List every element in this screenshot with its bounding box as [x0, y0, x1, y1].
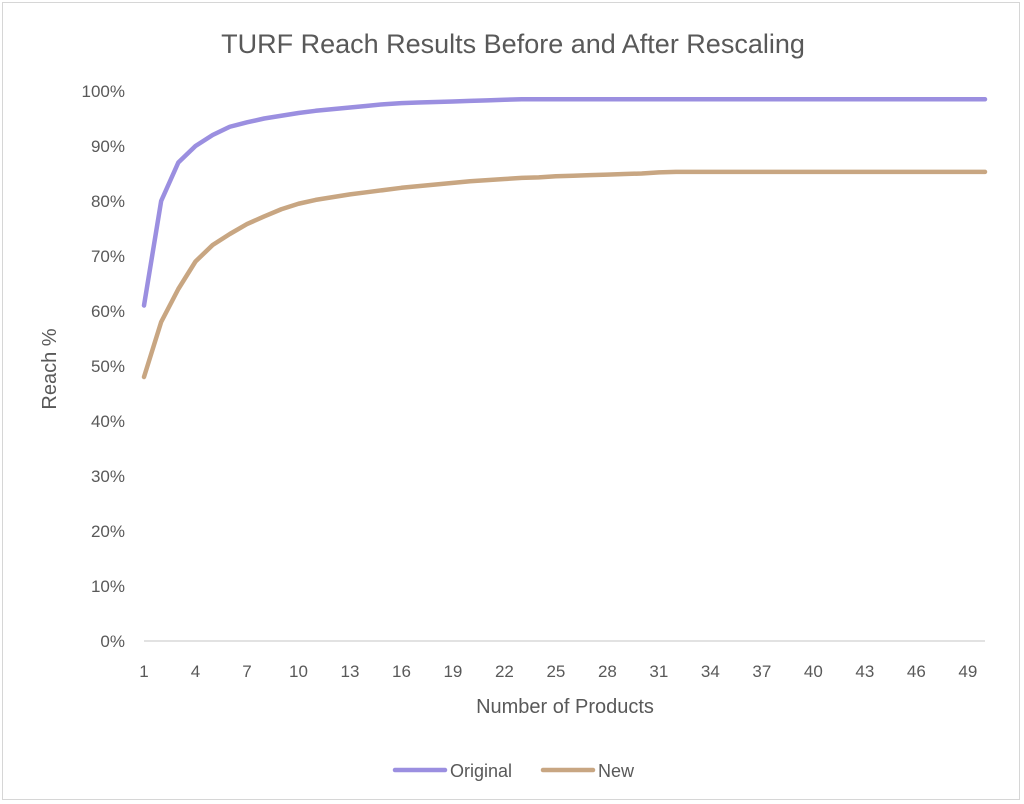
x-tick-label: 7	[242, 662, 251, 681]
series-line-original	[141, 97, 988, 308]
y-tick-label: 100%	[82, 82, 125, 101]
x-tick-label: 34	[701, 662, 720, 681]
y-tick-label: 40%	[91, 412, 125, 431]
y-tick-label: 10%	[91, 577, 125, 596]
y-tick-label: 30%	[91, 467, 125, 486]
x-tick-label: 25	[546, 662, 565, 681]
x-tick-label: 13	[340, 662, 359, 681]
legend-label-original: Original	[450, 761, 512, 781]
y-tick-label: 20%	[91, 522, 125, 541]
line-chart: TURF Reach Results Before and After Resc…	[39, 29, 988, 781]
y-tick-label: 60%	[91, 302, 125, 321]
series-lines	[141, 97, 988, 380]
x-tick-label: 22	[495, 662, 514, 681]
x-tick-label: 43	[855, 662, 874, 681]
legend-label-new: New	[598, 761, 635, 781]
y-tick-label: 70%	[91, 247, 125, 266]
y-tick-label: 90%	[91, 137, 125, 156]
series-line-new	[141, 169, 988, 380]
x-tick-label: 37	[752, 662, 771, 681]
x-tick-label: 46	[907, 662, 926, 681]
chart-title: TURF Reach Results Before and After Resc…	[221, 29, 805, 59]
y-tick-label: 50%	[91, 357, 125, 376]
x-tick-label: 4	[191, 662, 200, 681]
x-tick-label: 31	[649, 662, 668, 681]
x-tick-label: 10	[289, 662, 308, 681]
x-tick-label: 16	[392, 662, 411, 681]
x-tick-label: 1	[139, 662, 148, 681]
y-tick-label: 0%	[100, 632, 125, 651]
x-tick-label: 19	[443, 662, 462, 681]
y-axis-ticks: 0% 10% 20% 30% 40% 50% 60% 70% 80% 90% 100%	[82, 82, 125, 651]
legend: Original New	[392, 761, 635, 781]
y-tick-label: 80%	[91, 192, 125, 211]
x-tick-label: 28	[598, 662, 617, 681]
x-tick-label: 40	[804, 662, 823, 681]
x-axis-title: Number of Products	[476, 696, 654, 718]
x-axis-ticks: 1 4 7 10 13 16 19 22 25 28 31 34 37 40 43 46 49	[139, 662, 977, 681]
y-axis-title: Reach %	[39, 328, 61, 409]
x-tick-label: 49	[958, 662, 977, 681]
